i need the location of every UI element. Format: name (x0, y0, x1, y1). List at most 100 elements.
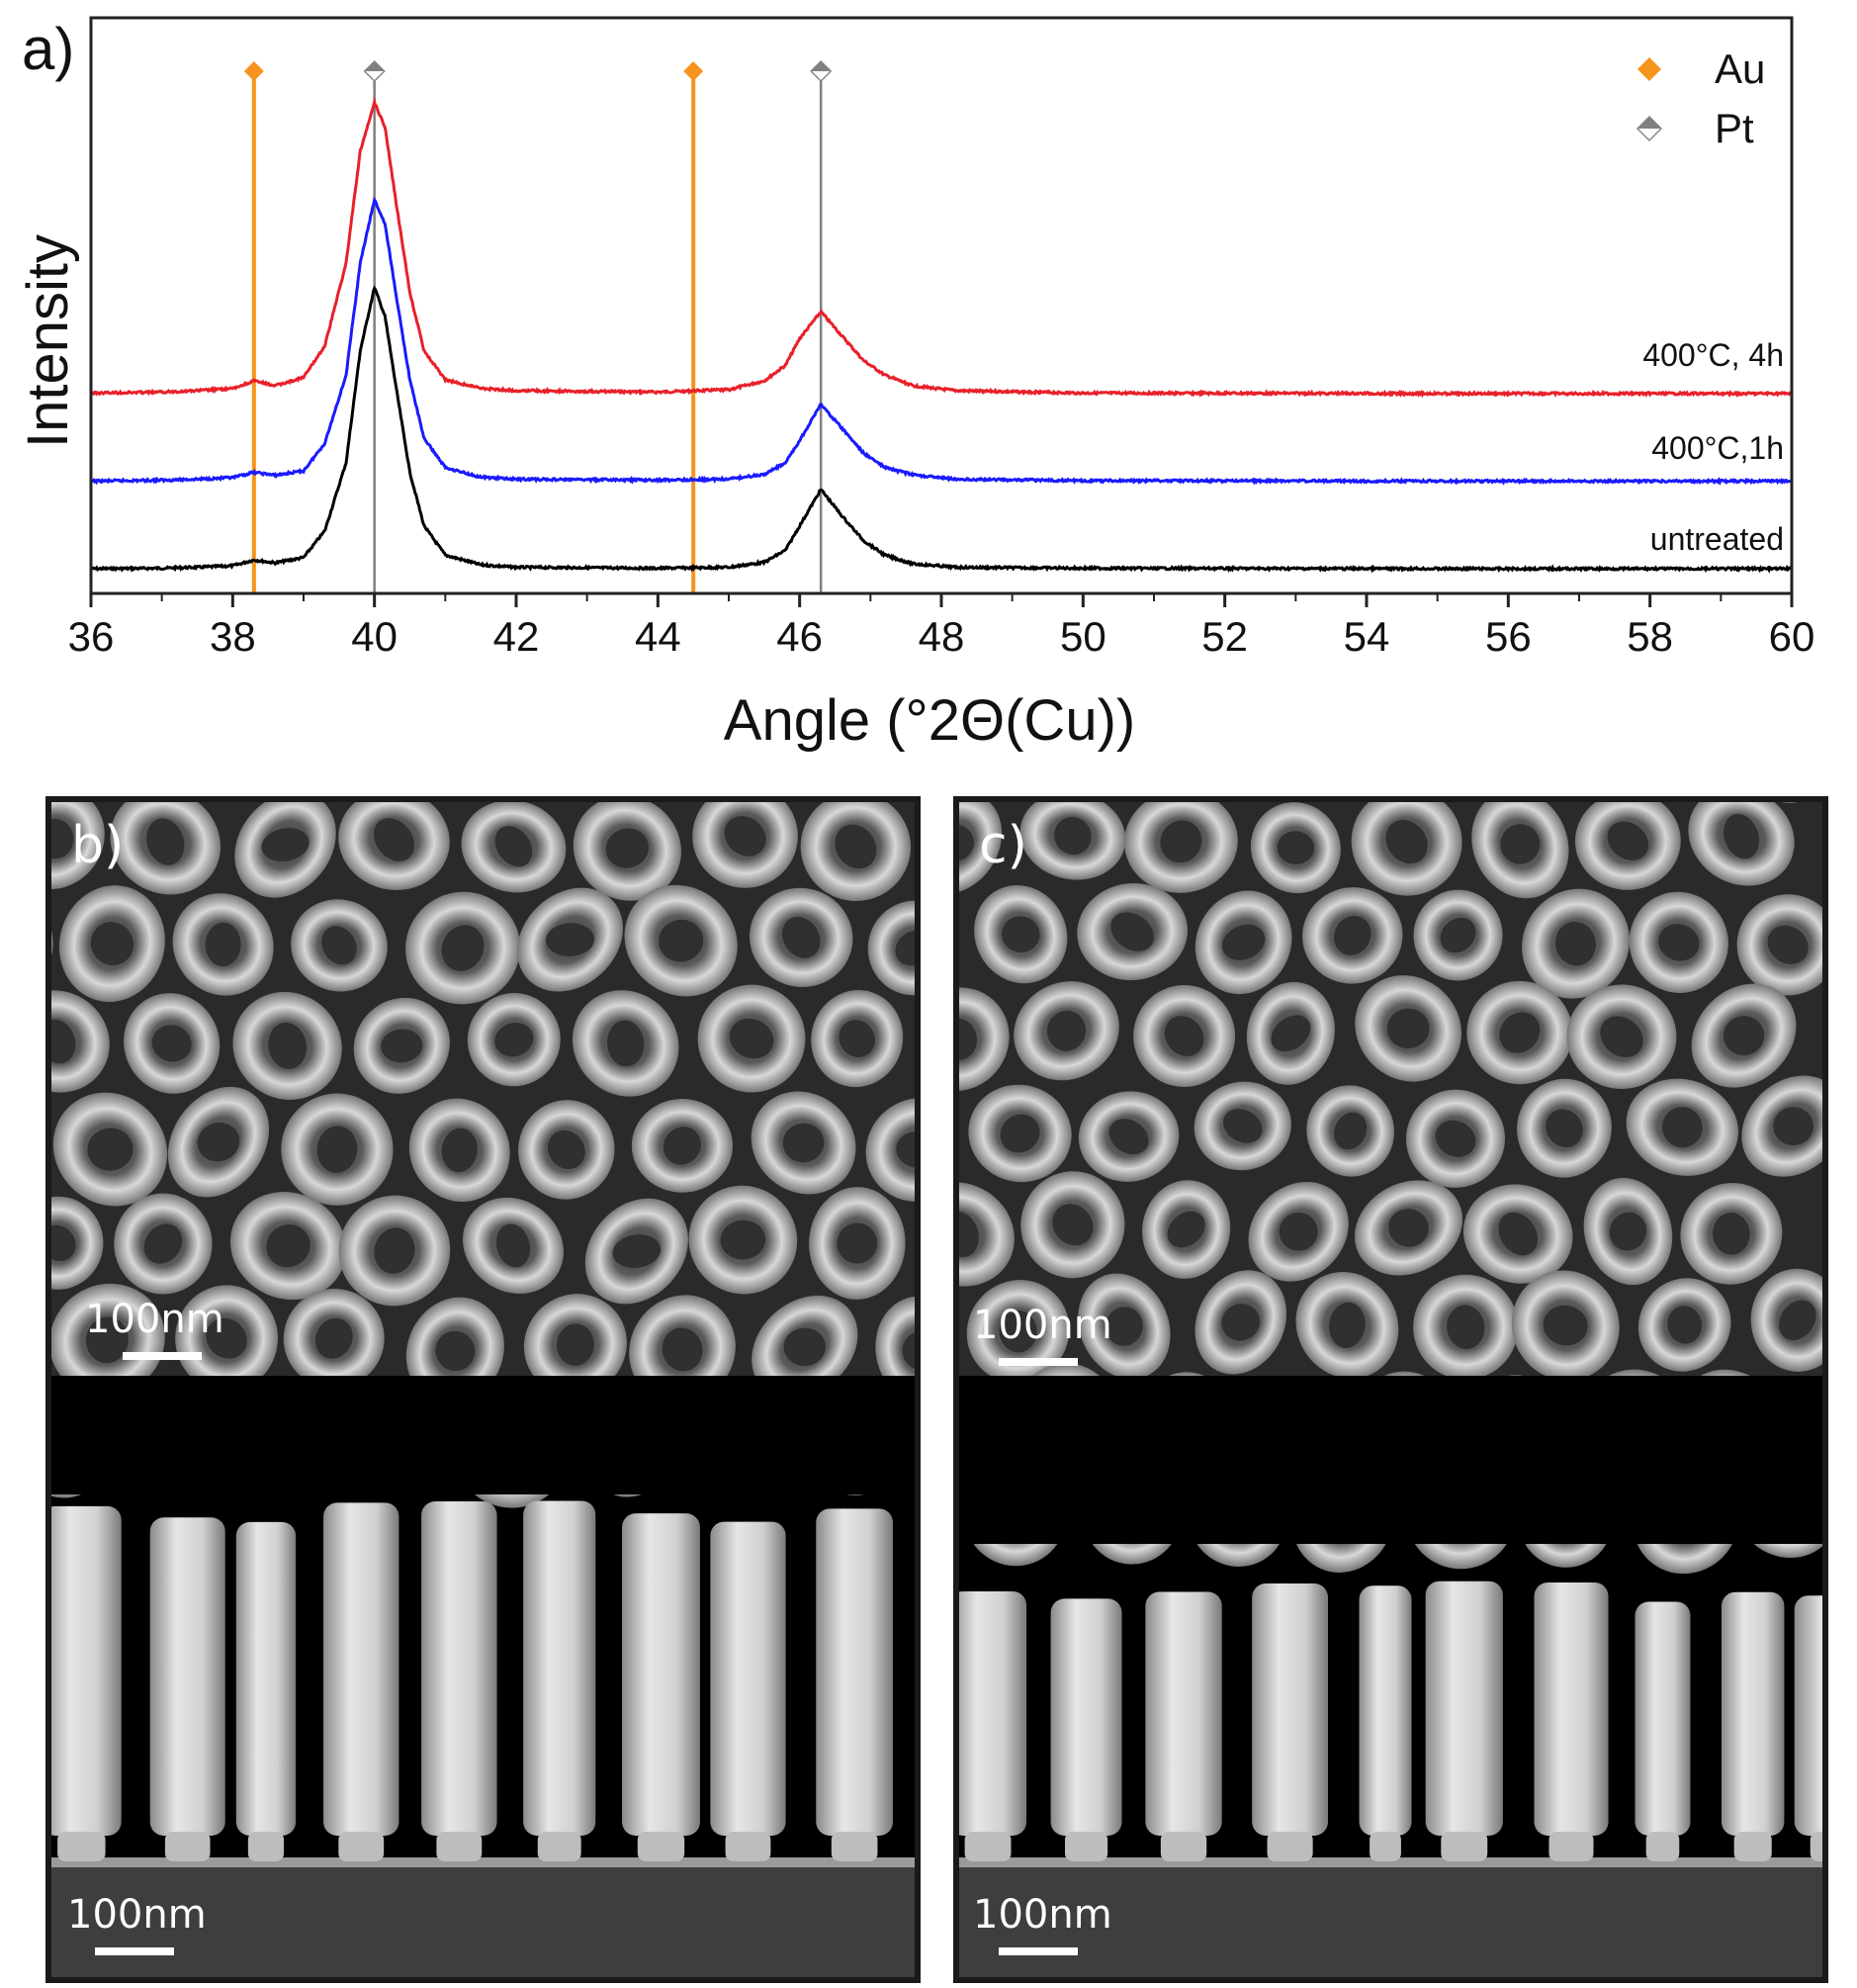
nanotube-pillar (235, 1521, 297, 1836)
nanotube-pore (902, 1330, 915, 1370)
pillar-foot (164, 1832, 211, 1861)
scale-label-c-bottom: 100nm (973, 1892, 1112, 1938)
nanotube-pore (556, 1323, 594, 1366)
nanotube-pore (1105, 1307, 1143, 1346)
nanotube-pore (1773, 1107, 1814, 1145)
nanotube-pore (1609, 1212, 1647, 1251)
legend-label-pt: Pt (1715, 105, 1754, 151)
plot-frame (89, 16, 1794, 595)
nanotube-pore (143, 1223, 183, 1264)
nanotube-pore (1333, 915, 1371, 955)
nanotube-pore (197, 1122, 240, 1162)
nanotube-pore (1334, 1112, 1368, 1150)
nanotube-pore (1546, 1109, 1583, 1147)
nanotube-pore (146, 818, 185, 865)
pillar-foot (1267, 1832, 1313, 1861)
nanotube-pillar (1635, 1601, 1691, 1836)
xrd-chart: a) Intensity Angle (°2Θ(Cu)) 400°C, 4h40… (16, 16, 1814, 752)
nanotube-pore (1440, 917, 1476, 953)
nanotube-pore (1779, 1300, 1816, 1341)
nanotube-pillar (1534, 1581, 1609, 1836)
nanotube-pore (1000, 1114, 1040, 1153)
nanotube-pore (959, 1018, 978, 1060)
scale-label-b-bottom: 100nm (67, 1892, 207, 1938)
au-marker (683, 61, 704, 81)
x-tick-label: 46 (776, 613, 823, 660)
scale-label-b-top: 100nm (85, 1297, 224, 1342)
nanotube-pore (839, 1020, 875, 1057)
nanotube-pore (781, 917, 821, 958)
sem-substrate-edge (959, 1857, 1822, 1867)
nanotube-pore (1767, 925, 1809, 964)
nanotube-pore (51, 1019, 76, 1064)
nanotube-pore (261, 828, 310, 862)
nanotube-pillar (959, 1590, 1027, 1836)
nanotube-pore (1110, 912, 1154, 951)
x-tick-label: 48 (919, 613, 965, 660)
nanotube-pore (373, 818, 415, 861)
nanotube-pore (1160, 820, 1202, 863)
pillar-foot (338, 1832, 385, 1861)
x-tick-label: 36 (68, 613, 115, 660)
nanotube-pore (51, 1224, 76, 1262)
nanotube-pore (206, 1317, 247, 1359)
panel-label-b: b) (71, 816, 125, 875)
nanotube-pore (1600, 1016, 1643, 1058)
x-tick-label: 44 (635, 613, 681, 660)
series-label-1: 400°C,1h (1651, 430, 1784, 466)
nanotube-pore (1329, 1302, 1366, 1349)
nanotube-pore (1447, 1305, 1485, 1350)
nanotube-pore (1498, 1212, 1539, 1256)
nanotube-pore (896, 1130, 915, 1168)
scale-bar-b-top (123, 1352, 202, 1360)
nanotube-pore (1554, 921, 1597, 966)
pillar-foot (57, 1832, 106, 1861)
nanotube-pore (1661, 1107, 1703, 1148)
pillar-foot (1064, 1832, 1108, 1861)
nanotube-pore (1713, 1213, 1750, 1255)
nanotube-pore (547, 1130, 585, 1170)
nanotube-pore (663, 1127, 701, 1165)
x-tick-label: 38 (210, 613, 256, 660)
pillar-foot (1810, 1832, 1822, 1861)
nanotube-pillar (622, 1513, 700, 1836)
nanotube-pore (268, 1022, 308, 1069)
nanotube-pore (1271, 1015, 1311, 1052)
nanotube-pillar (710, 1521, 786, 1836)
au-marker (243, 61, 264, 81)
nanotube-pore (495, 1223, 531, 1268)
pillar-foot (964, 1832, 1012, 1861)
series-label-0: 400°C, 4h (1642, 337, 1784, 373)
legend-pt-marker-top (1637, 117, 1661, 129)
nanotube-pore (1046, 1010, 1087, 1051)
nanotube-pillar (1359, 1585, 1412, 1836)
scale-label-c-top: 100nm (973, 1303, 1112, 1348)
nanotube-pore (321, 926, 357, 965)
nanotube-pore (1108, 1119, 1149, 1155)
nanotube-pore (494, 826, 533, 867)
nanotube-pore (1607, 821, 1649, 860)
x-tick-label: 52 (1201, 613, 1248, 660)
nanotube-pore (1388, 1209, 1429, 1247)
nanotube-pore (1223, 1109, 1263, 1143)
pillar-foot (1548, 1832, 1594, 1861)
pillar-foot (725, 1832, 771, 1861)
nanotube-pore (1543, 1305, 1588, 1346)
nanotube-pillar (51, 1505, 122, 1836)
nanotube-pore (435, 1330, 476, 1372)
nanotube-pore (1500, 824, 1541, 864)
nanotube-pore (1221, 924, 1266, 960)
nanotube-pillar (149, 1517, 225, 1836)
sem-gap (959, 1376, 1822, 1544)
nanotube-pore (85, 1316, 129, 1364)
nanotube-pore (837, 1222, 878, 1264)
nanotube-pore (1001, 916, 1040, 952)
legend-au-marker (1637, 57, 1661, 81)
nanotube-pore (266, 1223, 310, 1268)
sem-substrate-edge (51, 1857, 915, 1867)
nanotube-pore (1658, 924, 1700, 961)
nanotube-pore (720, 1220, 766, 1260)
nanotube-pore (1667, 1306, 1703, 1344)
x-tick-label: 56 (1485, 613, 1532, 660)
x-tick-label: 54 (1344, 613, 1390, 660)
